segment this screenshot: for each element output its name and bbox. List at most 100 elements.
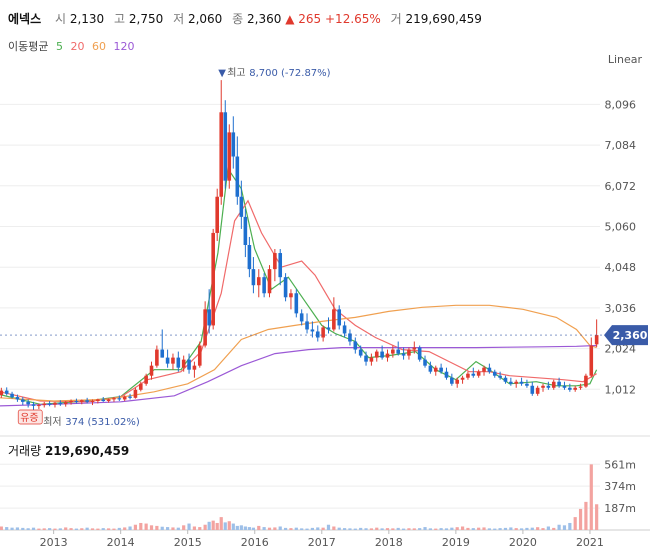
candle-body xyxy=(215,196,220,233)
volume-bar xyxy=(493,528,497,530)
candle-body xyxy=(396,349,401,354)
candle-body xyxy=(243,216,248,245)
volume-bar xyxy=(5,527,9,530)
candle-body xyxy=(471,373,476,376)
volume-bar xyxy=(187,523,191,530)
volume-bar xyxy=(455,527,459,530)
volume-bar xyxy=(466,527,470,530)
price-tick-label: 3,036 xyxy=(605,302,637,315)
volume-bar xyxy=(557,524,561,530)
volume-bar xyxy=(348,528,352,530)
volume-bar xyxy=(471,528,475,530)
low-value: 2,060 xyxy=(187,12,223,26)
volume-bar xyxy=(85,527,89,530)
price-tick-label: 2,024 xyxy=(605,343,637,356)
volume-bar xyxy=(160,526,164,530)
candle-body xyxy=(181,359,186,368)
moving-average-legend: 이동평균 5 20 60 120 xyxy=(8,38,138,54)
volume-bar xyxy=(487,528,491,530)
volume-bar xyxy=(139,522,143,530)
candle-body xyxy=(342,325,347,334)
volume-bar xyxy=(243,526,247,530)
volume-bar xyxy=(460,526,465,530)
price-tick-label: 7,084 xyxy=(605,139,637,152)
volume-bar xyxy=(257,525,261,530)
candle-body xyxy=(519,381,524,384)
volume-bar xyxy=(595,504,599,530)
high-label: 고 xyxy=(114,12,126,26)
ma-legend-120[interactable]: 120 xyxy=(113,40,135,53)
volume-bar xyxy=(117,527,121,530)
volume-bar xyxy=(482,527,486,530)
volume-bar xyxy=(278,526,282,530)
year-tick-label: 2014 xyxy=(107,536,135,549)
volume-title-value: 219,690,459 xyxy=(44,444,130,458)
volume-bar xyxy=(375,527,379,530)
candle-body xyxy=(155,349,159,366)
volume-bar xyxy=(530,527,534,530)
candle-body xyxy=(460,377,465,380)
volume-bar xyxy=(401,528,406,530)
close-value: 2,360 xyxy=(247,12,282,26)
candle-body xyxy=(433,367,438,372)
volume-bar xyxy=(418,528,422,530)
candle-body xyxy=(0,390,4,396)
candle-body xyxy=(348,333,352,342)
candle-body xyxy=(573,387,577,390)
low-annotation-label: 최저 xyxy=(43,416,61,428)
candle-body xyxy=(42,403,47,406)
volume-bar xyxy=(144,523,148,530)
volume-bar xyxy=(541,528,545,530)
change-arrow-icon: ▲ xyxy=(285,12,295,26)
candle-body xyxy=(541,385,545,388)
scale-mode-toggle[interactable]: Linear xyxy=(607,53,642,66)
candle-body xyxy=(337,309,342,326)
ma-legend-5[interactable]: 5 xyxy=(55,40,63,53)
event-marker-label: 유증 xyxy=(20,412,38,424)
candle-body xyxy=(10,393,14,398)
candle-body xyxy=(450,377,454,384)
candle-body xyxy=(476,371,481,376)
year-tick-label: 2019 xyxy=(442,536,470,549)
candle-body xyxy=(530,385,535,394)
candle-body xyxy=(487,367,492,372)
volume-title: 거래량 219,690,459 xyxy=(8,442,129,459)
candle-body xyxy=(439,367,443,372)
candle-body xyxy=(498,375,502,378)
high-annotation-label: 최고 xyxy=(227,67,245,79)
ma-legend-60[interactable]: 60 xyxy=(91,40,106,53)
ma-line-60 xyxy=(0,304,597,402)
candle-body xyxy=(492,371,497,376)
volume-bar xyxy=(74,528,79,530)
volume-bar xyxy=(26,528,30,530)
candle-body xyxy=(47,403,52,405)
current-price-value: 2,360 xyxy=(613,329,648,342)
candle-body xyxy=(106,399,111,402)
volume-bar xyxy=(546,526,550,530)
volume-bar xyxy=(407,528,411,530)
volume-bar xyxy=(332,526,336,530)
volume-tick-label: 187m xyxy=(604,502,636,515)
volume-bar xyxy=(10,527,14,530)
candle-body xyxy=(401,353,406,356)
volume-bar xyxy=(211,520,215,530)
candle-body xyxy=(503,377,508,382)
candle-body xyxy=(203,309,207,346)
volume-bar xyxy=(53,528,57,530)
volume-label: 거 xyxy=(390,12,402,26)
ma-legend-20[interactable]: 20 xyxy=(70,40,85,53)
candle-body xyxy=(364,355,368,362)
volume-bar xyxy=(123,527,127,530)
volume-bar xyxy=(247,527,251,530)
volume-bar xyxy=(294,527,298,530)
volume-bar xyxy=(207,521,211,530)
volume-bar xyxy=(359,527,363,530)
candle-body xyxy=(321,327,325,338)
volume-bar xyxy=(498,528,502,530)
candle-body xyxy=(69,401,73,403)
volume-bar xyxy=(423,527,427,530)
high-annotation-arrow: ▼ xyxy=(218,68,226,79)
quote-header: 에넥스 시 2,130 고 2,750 저 2,060 종 2,360 ▲ 26… xyxy=(8,10,482,27)
candle-body xyxy=(262,277,266,294)
